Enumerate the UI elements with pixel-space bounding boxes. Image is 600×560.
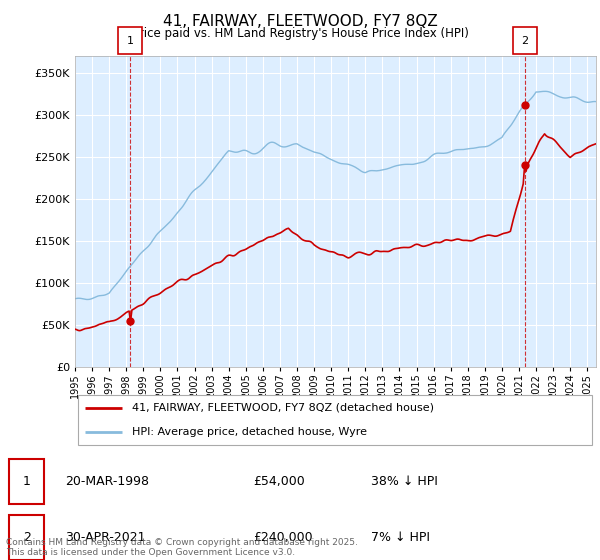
FancyBboxPatch shape <box>9 515 44 560</box>
Text: Contains HM Land Registry data © Crown copyright and database right 2025.
This d: Contains HM Land Registry data © Crown c… <box>6 538 358 557</box>
Text: 2: 2 <box>521 36 528 45</box>
Text: HPI: Average price, detached house, Wyre: HPI: Average price, detached house, Wyre <box>132 427 367 437</box>
FancyBboxPatch shape <box>9 459 44 504</box>
Text: 41, FAIRWAY, FLEETWOOD, FY7 8QZ: 41, FAIRWAY, FLEETWOOD, FY7 8QZ <box>163 14 437 29</box>
Text: Price paid vs. HM Land Registry's House Price Index (HPI): Price paid vs. HM Land Registry's House … <box>131 27 469 40</box>
Text: 41, FAIRWAY, FLEETWOOD, FY7 8QZ (detached house): 41, FAIRWAY, FLEETWOOD, FY7 8QZ (detache… <box>132 403 434 413</box>
Text: £54,000: £54,000 <box>253 475 305 488</box>
Text: 38% ↓ HPI: 38% ↓ HPI <box>371 475 437 488</box>
Text: 1: 1 <box>23 475 31 488</box>
Text: 20-MAR-1998: 20-MAR-1998 <box>65 475 149 488</box>
Text: 2: 2 <box>23 531 31 544</box>
Text: 1: 1 <box>127 36 133 45</box>
FancyBboxPatch shape <box>77 395 592 445</box>
Text: 30-APR-2021: 30-APR-2021 <box>65 531 145 544</box>
Text: £240,000: £240,000 <box>253 531 313 544</box>
Text: 7% ↓ HPI: 7% ↓ HPI <box>371 531 430 544</box>
